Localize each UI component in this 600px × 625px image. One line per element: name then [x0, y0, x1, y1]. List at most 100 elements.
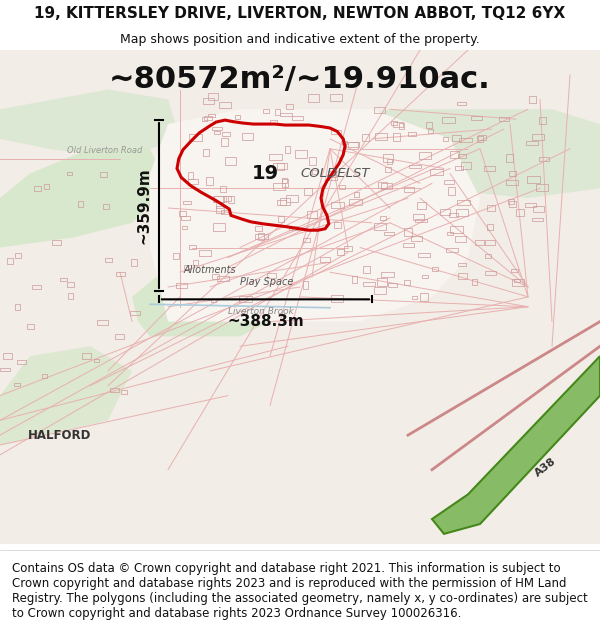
Bar	[193, 259, 198, 265]
Bar	[487, 204, 495, 211]
Bar	[173, 253, 179, 259]
Bar	[476, 136, 484, 141]
Bar	[14, 383, 20, 386]
Bar	[285, 146, 290, 152]
Bar	[377, 278, 388, 286]
Bar	[188, 245, 196, 249]
Bar	[217, 202, 223, 208]
Bar	[68, 292, 73, 299]
Bar	[327, 175, 337, 180]
Bar	[82, 353, 91, 359]
Bar	[270, 119, 277, 123]
Bar	[484, 166, 495, 171]
Polygon shape	[0, 346, 132, 445]
Text: Play Space: Play Space	[241, 277, 293, 287]
Bar	[7, 258, 13, 264]
Text: Map shows position and indicative extent of the property.: Map shows position and indicative extent…	[120, 32, 480, 46]
Bar	[214, 131, 220, 134]
Bar	[352, 276, 357, 282]
Bar	[428, 129, 433, 133]
Bar	[353, 192, 359, 196]
Bar	[130, 311, 140, 315]
Bar	[485, 254, 491, 258]
Bar	[184, 201, 191, 204]
Bar	[106, 258, 112, 262]
Bar	[278, 216, 284, 222]
Bar	[420, 293, 428, 301]
Text: 19, KITTERSLEY DRIVE, LIVERTON, NEWTON ABBOT, TQ12 6YX: 19, KITTERSLEY DRIVE, LIVERTON, NEWTON A…	[34, 6, 566, 21]
Bar	[309, 157, 316, 164]
Bar	[17, 360, 26, 364]
Bar	[242, 133, 253, 140]
Bar	[78, 201, 83, 207]
Bar	[527, 176, 540, 183]
Text: ~359.9m: ~359.9m	[137, 167, 151, 244]
Polygon shape	[0, 149, 168, 248]
Bar	[415, 219, 427, 222]
Bar	[116, 272, 125, 276]
Text: A38: A38	[533, 456, 559, 479]
Bar	[409, 164, 421, 168]
Bar	[457, 101, 466, 105]
Bar	[121, 391, 127, 394]
Bar	[532, 134, 544, 141]
Bar	[269, 154, 282, 159]
Bar	[374, 288, 386, 294]
Bar	[459, 138, 472, 142]
Bar	[258, 232, 264, 240]
Bar	[342, 141, 347, 144]
Bar	[449, 213, 458, 217]
Bar	[67, 173, 72, 175]
Bar	[307, 211, 317, 218]
Bar	[388, 283, 397, 287]
Bar	[508, 199, 514, 204]
Bar	[203, 98, 214, 104]
Bar	[214, 196, 224, 202]
Bar	[100, 172, 107, 177]
Bar	[413, 214, 424, 220]
Bar	[391, 121, 397, 126]
Bar	[344, 246, 352, 251]
Bar	[221, 138, 227, 146]
Bar	[512, 279, 524, 286]
Bar	[457, 200, 470, 205]
Bar	[60, 278, 67, 281]
Bar	[509, 201, 517, 207]
Bar	[394, 133, 400, 141]
Bar	[184, 265, 191, 269]
Bar	[32, 285, 41, 289]
Bar	[475, 241, 484, 246]
Bar	[404, 188, 413, 192]
Bar	[15, 304, 20, 310]
Bar	[221, 211, 229, 214]
Bar	[363, 282, 374, 286]
Bar	[455, 236, 466, 242]
Bar	[304, 238, 310, 241]
Text: ~388.3m: ~388.3m	[227, 314, 304, 329]
Bar	[286, 195, 298, 202]
Bar	[487, 224, 493, 229]
Bar	[182, 226, 187, 229]
Bar	[539, 118, 546, 124]
Bar	[509, 171, 515, 176]
Bar	[115, 334, 124, 339]
Polygon shape	[330, 109, 600, 198]
Bar	[387, 159, 392, 164]
Bar	[304, 188, 312, 195]
Bar	[312, 170, 317, 174]
Text: HALFORD: HALFORD	[28, 429, 92, 442]
Bar	[203, 149, 209, 156]
Bar	[289, 226, 298, 230]
Bar	[374, 223, 386, 230]
Bar	[447, 232, 453, 235]
Bar	[292, 116, 304, 121]
Bar	[189, 134, 202, 141]
Bar	[211, 299, 216, 302]
Bar	[131, 259, 137, 266]
Bar	[67, 282, 74, 287]
Bar	[263, 109, 269, 112]
Text: Allotments: Allotments	[184, 265, 236, 275]
Bar	[419, 152, 431, 159]
Polygon shape	[132, 258, 288, 336]
Text: Old Liverton Road: Old Liverton Road	[67, 146, 143, 155]
